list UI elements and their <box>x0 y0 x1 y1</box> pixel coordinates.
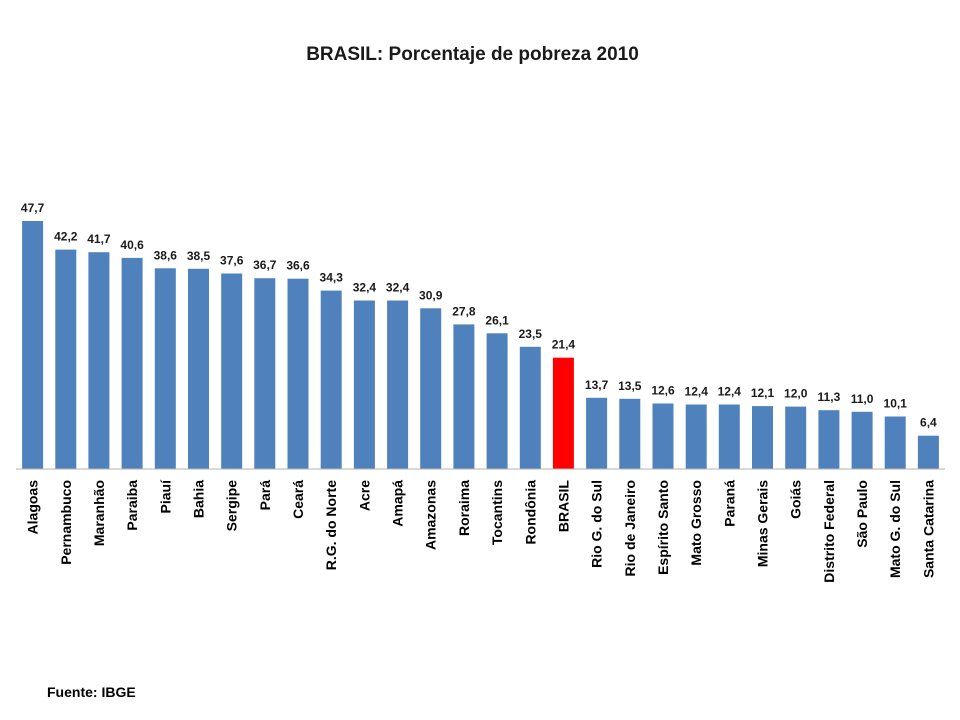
category-label-4: Piauí <box>157 479 173 514</box>
value-label-14: 26,1 <box>485 313 509 327</box>
bar-0 <box>22 221 44 469</box>
value-label-5: 38,5 <box>187 249 211 263</box>
value-label-9: 34,3 <box>320 271 344 285</box>
category-label-2: Maranhão <box>91 480 107 546</box>
value-label-24: 11,3 <box>818 390 841 404</box>
value-label-6: 37,6 <box>220 254 244 268</box>
category-label-23: Goiás <box>788 480 804 519</box>
bar-11 <box>387 300 409 469</box>
category-label-8: Ceará <box>290 480 306 519</box>
value-label-8: 36,6 <box>286 259 310 273</box>
category-label-7: Pará <box>257 480 273 511</box>
category-label-11: Amapá <box>390 480 406 527</box>
bar-21 <box>718 404 740 469</box>
value-label-2: 41,7 <box>87 232 111 246</box>
value-label-3: 40,6 <box>120 238 144 252</box>
bar-1 <box>55 249 77 469</box>
category-label-5: Bahia <box>191 480 207 518</box>
bar-18 <box>619 398 641 469</box>
category-label-16: BRASIL <box>555 480 571 533</box>
category-label-10: Acre <box>356 480 372 511</box>
value-label-4: 38,6 <box>154 248 178 262</box>
bar-8 <box>287 278 309 469</box>
bar-24 <box>818 410 840 469</box>
bar-23 <box>785 406 807 469</box>
category-label-1: Pernambuco <box>58 480 74 565</box>
category-label-6: Sergipe <box>224 480 240 532</box>
bar-6 <box>221 273 243 469</box>
bar-15 <box>519 346 541 469</box>
category-label-18: Rio de Janeiro <box>622 480 638 576</box>
category-label-0: Alagoas <box>25 480 41 535</box>
value-label-10: 32,4 <box>353 281 377 295</box>
bar-16 <box>552 357 574 469</box>
value-label-18: 13,5 <box>618 379 642 393</box>
category-label-13: Roraima <box>456 480 472 536</box>
bar-12 <box>420 308 442 469</box>
value-label-22: 12,1 <box>751 386 775 400</box>
bar-19 <box>652 403 674 469</box>
bar-9 <box>320 290 342 469</box>
value-labels-group: 47,7 42,2 41,7 40,6 38,6 38,5 37,6 36,7 36,6 34,3… <box>21 201 937 430</box>
category-label-3: Paraiba <box>124 480 140 531</box>
value-label-25: 11,0 <box>851 392 874 406</box>
chart-title: BRASIL: Porcentaje de pobreza 2010 <box>306 44 639 65</box>
bar-7 <box>254 278 276 469</box>
bar-26 <box>884 416 906 469</box>
value-label-21: 12,4 <box>718 385 742 399</box>
value-label-26: 10,1 <box>884 397 908 411</box>
bar-20 <box>685 404 707 469</box>
value-label-12: 30,9 <box>419 288 443 302</box>
bar-13 <box>453 324 475 469</box>
value-label-27: 6,4 <box>920 416 937 430</box>
category-label-24: Distrito Federal <box>821 480 837 583</box>
category-label-26: Mato G. do Sul <box>887 480 903 578</box>
value-label-16: 21,4 <box>552 338 576 352</box>
category-label-25: São Paulo <box>854 480 870 548</box>
category-label-9: R.G. do Norte <box>323 480 339 570</box>
source-note: Fuente: IBGE <box>47 684 136 700</box>
category-label-22: Minas Gerais <box>755 480 771 567</box>
bars-group <box>22 221 939 469</box>
value-label-19: 12,6 <box>651 384 675 398</box>
category-label-20: Mato Grosso <box>688 480 704 566</box>
bar-4 <box>154 268 176 469</box>
bar-10 <box>353 300 375 469</box>
bar-3 <box>121 257 143 469</box>
category-label-21: Paraná <box>721 480 737 527</box>
category-label-27: Santa Catarina <box>920 480 936 578</box>
value-label-11: 32,4 <box>386 281 410 295</box>
value-label-20: 12,4 <box>685 385 709 399</box>
category-labels-group: Alagoas Pernambuco Maranhão Paraiba Piauí Bah… <box>25 479 937 583</box>
value-label-15: 23,5 <box>519 327 543 341</box>
bar-2 <box>88 252 110 469</box>
bar-14 <box>486 333 508 469</box>
bar-17 <box>586 397 608 469</box>
category-label-12: Amazonas <box>423 480 439 550</box>
bar-22 <box>752 406 773 469</box>
value-label-1: 42,2 <box>54 230 78 244</box>
category-label-19: Espírito Santo <box>655 480 671 575</box>
value-label-0: 47,7 <box>21 201 45 215</box>
value-label-23: 12,0 <box>784 387 808 401</box>
bar-5 <box>188 268 209 469</box>
bar-25 <box>851 411 873 469</box>
value-label-7: 36,7 <box>253 258 277 272</box>
bar-27 <box>917 435 939 469</box>
value-label-13: 27,8 <box>452 304 476 318</box>
category-label-14: Tocantins <box>489 480 505 545</box>
value-label-17: 13,7 <box>585 378 609 392</box>
category-label-17: Rio G. do Sul <box>589 480 605 568</box>
category-label-15: Rondônia <box>522 480 538 545</box>
